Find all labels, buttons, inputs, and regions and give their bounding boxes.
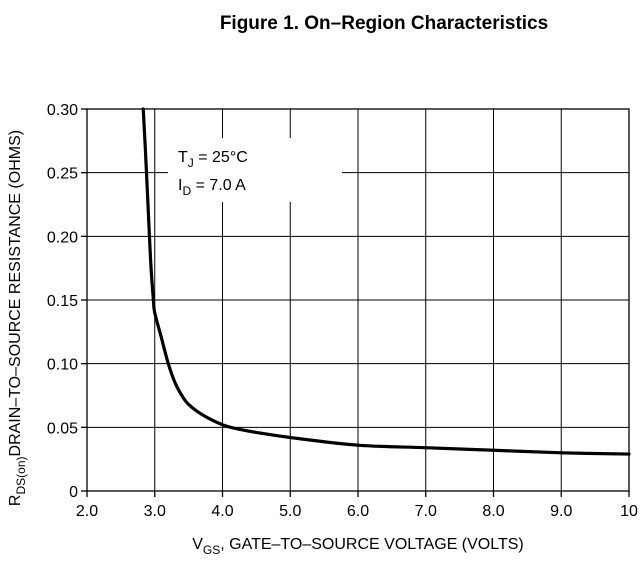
annotation-current: ID = 7.0 A [178,177,246,198]
x-axis-label-symbol: V [192,536,203,553]
y-tick-label: 0.10 [47,357,78,374]
x-tick-label: 2.0 [76,503,98,520]
y-tick-label: 0.20 [47,229,78,246]
x-tick-label: 5.0 [279,503,301,520]
x-axis-label-subscript: GS [203,543,220,557]
x-tick-label: 6.0 [347,503,369,520]
ticks [81,108,630,497]
annotation-temperature: TJ = 25°C [178,149,248,170]
x-tick-label: 7.0 [415,503,437,520]
annotation-current-subscript: D [182,184,191,198]
y-axis-label: RDS(on)DRAIN–TO–SOURCE RESISTANCE (OHMS) [7,130,28,506]
x-tick-label: 8.0 [482,503,504,520]
x-tick-label: 10 [620,503,638,520]
x-axis-label-text: , GATE–TO–SOURCE VOLTAGE (VOLTS) [220,536,523,553]
annotation-current-value: = 7.0 A [191,177,246,194]
annotation-temperature-subscript: J [188,156,194,170]
x-tick-label: 9.0 [550,503,572,520]
grid [86,108,630,492]
series-line [141,107,631,456]
chart-title: Figure 1. On–Region Characteristics [220,13,548,34]
x-tick-label: 3.0 [144,503,166,520]
x-tick-label: 4.0 [211,503,233,520]
y-axis-label-subscript: DS(on) [14,456,28,494]
y-tick-label: 0.05 [47,420,78,437]
y-tick-label: 0.30 [47,102,78,119]
annotation-current-symbol: I [178,177,182,194]
y-axis-label-text: DRAIN–TO–SOURCE RESISTANCE (OHMS) [7,130,24,457]
y-tick-label: 0.15 [47,293,78,310]
y-axis-label-symbol: R [7,495,24,507]
x-tick-labels: 2.0 3.0 4.0 5.0 6.0 7.0 8.0 9.0 10 [76,503,638,520]
y-tick-label: 0 [69,484,78,501]
y-tick-labels: 0 0.05 0.10 0.15 0.20 0.25 0.30 [47,102,78,501]
series-group [141,107,631,456]
x-axis-label: VGS, GATE–TO–SOURCE VOLTAGE (VOLTS) [192,536,523,557]
y-tick-label: 0.25 [47,166,78,183]
annotation-temperature-value: = 25°C [194,149,248,166]
annotation-background [168,138,342,202]
annotation-temperature-symbol: T [178,149,188,166]
